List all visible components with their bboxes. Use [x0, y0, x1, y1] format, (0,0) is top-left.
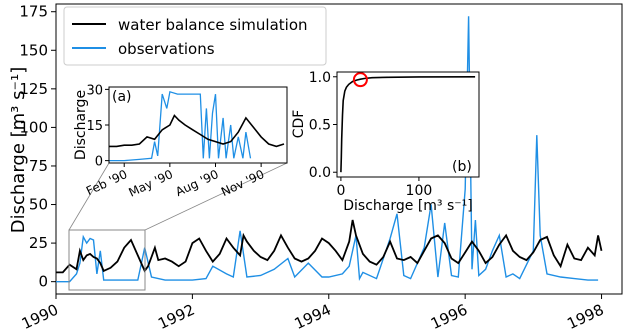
inset-b-x-axis-label: Discharge [m³ s⁻¹] — [343, 198, 473, 214]
main-x-ticks: 1990 1992 1994 1996 1998 — [19, 294, 607, 333]
main-x-tick-label: 1996 — [428, 301, 470, 331]
main-x-tick-label: 1998 — [564, 301, 606, 331]
inset-a-x-tick-label: Feb '90 — [84, 167, 129, 198]
inset-b-highlight-circle — [352, 72, 368, 88]
main-simulation-line — [56, 219, 603, 274]
main-y-tick-label: 175 — [19, 3, 48, 21]
main-y-tick-label: 0 — [38, 273, 48, 291]
legend-frame — [63, 6, 327, 66]
main-x-tick-label: 1994 — [292, 301, 334, 331]
inset-a-y-ticks: 0 15 30 — [86, 83, 109, 170]
inset-a-x-tick-label: Aug '90 — [173, 167, 220, 199]
inset-a-observations-line — [109, 90, 252, 162]
main-x-tick-label: 1992 — [155, 301, 197, 331]
main-y-axis-label: Discharge [m³ s⁻¹] — [8, 67, 29, 234]
legend: water balance simulation observations — [63, 6, 327, 66]
inset-a-y-tick-label: 30 — [86, 83, 103, 98]
inset-b-y-ticks: 0.0 0.5 1.0 — [309, 70, 337, 181]
inset-a-y-tick-label: 0 — [95, 155, 103, 170]
main-x-tick-label: 1990 — [19, 301, 61, 331]
zoom-region-box — [68, 229, 146, 291]
inset-b-x-tick-label: 100 — [406, 183, 433, 199]
inset-b-y-tick-label: 1.0 — [309, 70, 331, 86]
inset-b-y-tick-label: 0.0 — [309, 165, 331, 181]
zoom-connector-right — [144, 162, 288, 231]
inset-a-x-tick-label: May '90 — [126, 167, 175, 200]
inset-a-y-axis-label: Discharge — [73, 90, 89, 160]
inset-b-x-ticks: 0 100 — [336, 177, 432, 199]
inset-a-panel-label: (a) — [112, 89, 132, 105]
inset-b-panel-label: (b) — [452, 159, 472, 175]
inset-b-cdf-line — [340, 76, 476, 173]
main-plot-frame — [55, 3, 623, 295]
inset-a-x-tick-label: Nov '90 — [219, 167, 266, 199]
main-y-tick-label: 50 — [29, 196, 48, 214]
inset-b-background — [337, 72, 479, 177]
inset-b-y-tick-label: 0.5 — [309, 118, 331, 134]
inset-a-background — [109, 87, 287, 163]
legend-label-simulation: water balance simulation — [118, 16, 308, 34]
inset-b-y-axis-label: CDF — [291, 110, 307, 139]
main-y-tick-label: 75 — [29, 157, 48, 175]
legend-label-observations: observations — [118, 40, 215, 58]
zoom-connector-left — [68, 162, 110, 231]
main-y-ticks: 0 25 50 75 100 125 150 175 — [19, 3, 56, 291]
main-y-tick-label: 125 — [19, 80, 48, 98]
inset-a-y-tick-label: 15 — [86, 119, 103, 134]
main-y-tick-label: 25 — [29, 234, 48, 252]
main-y-tick-label: 150 — [19, 41, 48, 59]
inset-a-simulation-line — [109, 114, 285, 148]
main-y-tick-label: 100 — [19, 118, 48, 136]
inset-b-x-tick-label: 0 — [336, 183, 345, 199]
